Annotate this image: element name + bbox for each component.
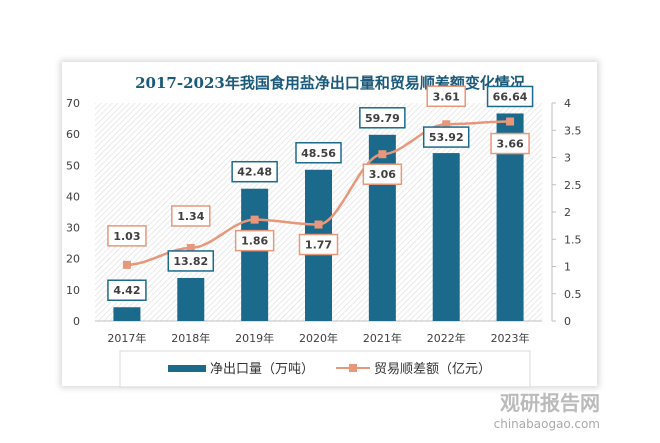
bar-data-label: 53.92 — [429, 131, 464, 144]
right-axis-tick: 4 — [564, 97, 571, 110]
x-axis-tick: 2021年 — [363, 331, 402, 345]
chart-title: 2017-2023年我国食用盐净出口量和贸易顺差额变化情况 — [135, 74, 525, 92]
left-axis-tick: 0 — [73, 315, 80, 328]
line-data-label-box — [426, 85, 466, 108]
line-point — [186, 243, 195, 252]
line-data-label-box — [234, 229, 275, 252]
watermark-brand: 观研报告网 — [500, 391, 600, 415]
bar-data-label-box — [231, 160, 278, 183]
line-data-label-box — [171, 205, 211, 227]
bar-data-label-box — [422, 126, 470, 148]
line-point — [506, 117, 515, 126]
legend-line-label: 贸易顺差额（亿元） — [374, 362, 491, 377]
line-point — [122, 260, 131, 269]
x-axis-tick: 2019年 — [235, 331, 274, 345]
x-axis-tick: 2017年 — [107, 331, 146, 345]
left-axis-tick: 30 — [66, 222, 80, 235]
line-data-label: 1.34 — [177, 210, 204, 223]
x-axis-tick: 2023年 — [491, 331, 530, 345]
line-point — [442, 120, 451, 129]
left-axis-tick: 10 — [66, 284, 80, 297]
bar-data-label-box — [486, 85, 534, 108]
bar-data-label-box — [167, 250, 215, 272]
bar-data-label: 4.42 — [113, 284, 140, 297]
left-axis-tick: 60 — [66, 128, 80, 141]
right-axis-tick: 3 — [564, 152, 571, 165]
line-point — [314, 220, 323, 229]
legend-bar-label: 净出口量（万吨） — [210, 362, 314, 377]
legend-line-marker — [349, 364, 357, 372]
right-axis-tick: 1.5 — [564, 233, 582, 246]
line-data-label-box — [490, 132, 530, 155]
line-data-label: 3.66 — [497, 138, 524, 151]
bar-data-label-box — [107, 279, 147, 301]
watermark-site: chinabaogao.com — [494, 417, 600, 431]
right-axis-tick: 1 — [564, 261, 571, 274]
line-point — [378, 150, 387, 159]
right-axis-tick: 0 — [564, 315, 571, 328]
left-axis-tick: 20 — [66, 253, 80, 266]
bar-data-label-box — [295, 142, 342, 164]
bar — [177, 277, 205, 321]
left-axis-tick: 70 — [66, 97, 80, 110]
x-axis-tick: 2018年 — [171, 331, 210, 345]
line-data-label: 1.77 — [305, 239, 332, 252]
bar-data-label: 48.56 — [301, 147, 336, 160]
x-axis-tick: 2022年 — [427, 331, 466, 345]
line-data-label-box — [362, 163, 403, 185]
right-axis-tick: 2 — [564, 206, 571, 219]
line-point — [250, 215, 259, 224]
bar — [113, 307, 141, 321]
left-axis-tick: 40 — [66, 190, 80, 203]
line-data-label-box — [107, 225, 147, 247]
bar-data-label-box — [359, 107, 406, 129]
line-data-label: 3.61 — [433, 90, 460, 103]
bar — [368, 134, 396, 321]
line-data-label: 3.06 — [369, 168, 396, 181]
line-data-label: 1.03 — [113, 230, 140, 243]
bar — [241, 188, 269, 321]
right-axis-tick: 0.5 — [564, 288, 582, 301]
bar — [432, 153, 460, 321]
line-data-label: 1.86 — [241, 235, 268, 248]
left-axis-tick: 50 — [66, 159, 80, 172]
legend-bar-swatch — [168, 365, 206, 372]
right-axis-tick: 2.5 — [564, 179, 582, 192]
bar-data-label: 59.79 — [365, 112, 400, 125]
line-data-label-box — [298, 233, 339, 256]
right-axis-tick: 3.5 — [564, 124, 582, 137]
bar-data-label: 66.64 — [493, 90, 528, 103]
x-axis-tick: 2020年 — [299, 331, 338, 345]
bar-data-label: 42.48 — [237, 166, 272, 179]
bar-data-label: 13.82 — [173, 255, 208, 268]
